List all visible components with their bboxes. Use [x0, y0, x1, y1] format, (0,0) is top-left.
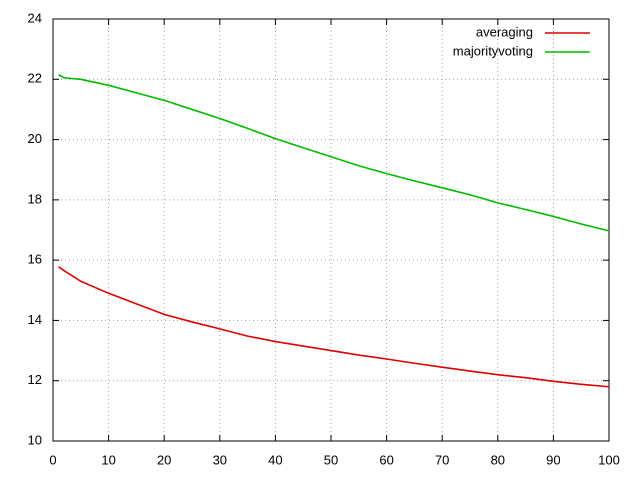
x-tick-label: 40	[268, 452, 282, 467]
x-tick-label: 20	[157, 452, 171, 467]
plot-border	[52, 18, 610, 442]
x-tick-label: 60	[379, 452, 393, 467]
x-tick-label: 0	[49, 452, 56, 467]
x-tick-label: 30	[213, 452, 227, 467]
y-tick-label: 24	[28, 10, 42, 25]
x-tick-label: 100	[598, 452, 620, 467]
legend-label: averaging	[476, 24, 533, 39]
x-tick-label: 10	[101, 452, 115, 467]
series-line	[58, 74, 610, 232]
y-tick-label: 20	[28, 131, 42, 146]
series-line	[58, 266, 610, 388]
x-tick-label: 80	[491, 452, 505, 467]
x-tick-label: 70	[435, 452, 449, 467]
x-tick-label: 90	[546, 452, 560, 467]
x-tick-label: 50	[324, 452, 338, 467]
y-tick-label: 22	[28, 71, 42, 86]
y-tick-label: 10	[28, 432, 42, 447]
y-tick-label: 12	[28, 372, 42, 387]
y-tick-label: 14	[28, 312, 42, 327]
legend-label: majorityvoting	[453, 43, 533, 58]
y-tick-label: 16	[28, 252, 42, 267]
y-tick-label: 18	[28, 191, 42, 206]
